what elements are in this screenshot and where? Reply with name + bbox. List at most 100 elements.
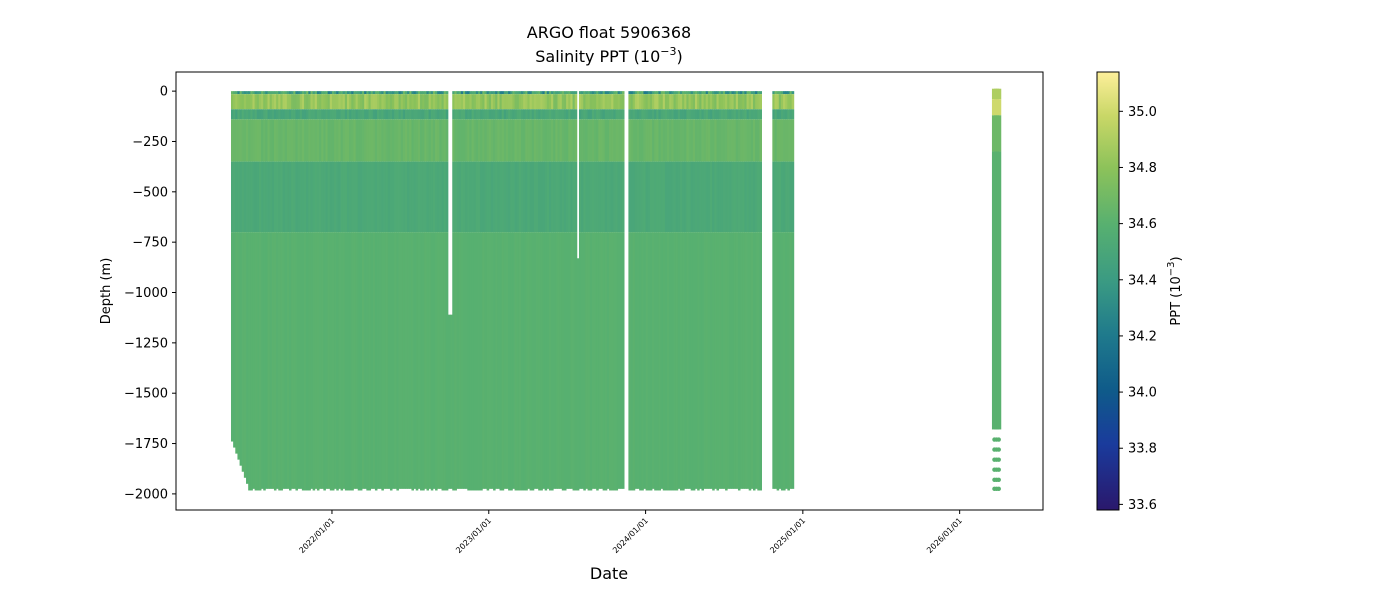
- salinity-sample: [465, 161, 468, 233]
- salinity-sample: [602, 161, 606, 233]
- salinity-sample: [342, 119, 346, 162]
- salinity-sample: [662, 94, 666, 110]
- salinity-sample: [308, 119, 311, 162]
- salinity-sample: [250, 161, 253, 233]
- profile-column: [430, 91, 434, 491]
- salinity-sample: [480, 94, 483, 110]
- salinity-sample: [432, 109, 436, 120]
- salinity-sample: [548, 91, 552, 95]
- salinity-sample: [280, 109, 283, 120]
- profile-column: [452, 91, 455, 491]
- salinity-sample: [521, 91, 524, 95]
- salinity-sample: [263, 94, 266, 110]
- salinity-sample: [230, 109, 234, 120]
- salinity-sample: [357, 109, 361, 120]
- salinity-sample: [409, 232, 412, 489]
- salinity-sample: [293, 94, 296, 110]
- salinity-sample: [785, 91, 788, 95]
- salinity-sample: [250, 94, 253, 110]
- profile-column: [690, 91, 694, 491]
- salinity-sample: [538, 232, 541, 491]
- salinity-sample: [570, 109, 573, 120]
- salinity-sample: [478, 91, 481, 95]
- salinity-sample: [675, 91, 679, 95]
- profile-column: [555, 91, 558, 489]
- salinity-sample: [381, 119, 384, 162]
- salinity-sample: [594, 94, 597, 110]
- salinity-sample: [548, 94, 552, 110]
- salinity-sample: [722, 109, 726, 120]
- salinity-sample: [445, 94, 449, 110]
- salinity-sample: [628, 232, 631, 491]
- salinity-sample: [785, 232, 788, 489]
- salinity-sample: [585, 94, 588, 110]
- salinity-sample: [727, 94, 730, 110]
- salinity-sample: [574, 232, 578, 491]
- salinity-sample: [359, 109, 363, 120]
- salinity-sample: [740, 91, 743, 95]
- y-tick-label: −750: [132, 236, 168, 251]
- salinity-sample: [359, 119, 363, 162]
- salinity-sample: [585, 119, 588, 162]
- salinity-sample: [331, 91, 335, 95]
- profile-column: [634, 91, 638, 489]
- salinity-sample: [518, 94, 522, 110]
- salinity-sample: [699, 161, 702, 233]
- profile-column: [585, 91, 588, 489]
- salinity-sample: [435, 91, 438, 95]
- salinity-sample: [329, 161, 333, 233]
- salinity-sample: [583, 119, 586, 162]
- salinity-sample: [316, 91, 320, 95]
- salinity-sample: [557, 94, 561, 110]
- salinity-sample: [454, 91, 457, 95]
- profile-column: [546, 91, 550, 489]
- salinity-sample: [263, 119, 266, 162]
- salinity-sample: [452, 94, 455, 110]
- salinity-sample: [254, 119, 258, 162]
- colorbar-tick-label: 33.8: [1128, 442, 1157, 457]
- salinity-sample: [757, 232, 760, 491]
- salinity-sample: [755, 232, 758, 489]
- salinity-sample: [293, 232, 296, 489]
- salinity-sample: [258, 94, 262, 110]
- salinity-sample: [475, 161, 479, 233]
- salinity-sample: [241, 109, 245, 120]
- salinity-sample: [647, 232, 651, 491]
- salinity-sample: [686, 109, 689, 120]
- profile-column: [521, 91, 524, 491]
- salinity-sample: [996, 115, 1002, 152]
- salinity-sample: [458, 109, 462, 120]
- salinity-sample: [776, 94, 780, 110]
- profile-column: [688, 91, 692, 489]
- salinity-sample: [233, 94, 236, 110]
- salinity-sample: [321, 232, 324, 489]
- salinity-sample: [660, 232, 664, 489]
- salinity-sample: [692, 94, 696, 110]
- salinity-sample: [591, 119, 595, 162]
- salinity-sample: [321, 91, 324, 95]
- salinity-sample: [699, 109, 702, 120]
- salinity-sample: [523, 161, 526, 233]
- salinity-sample: [394, 232, 397, 489]
- salinity-sample: [531, 109, 535, 120]
- salinity-point: [996, 457, 1001, 462]
- salinity-sample: [514, 119, 518, 162]
- salinity-sample: [510, 91, 513, 95]
- salinity-sample: [538, 161, 541, 233]
- profile-column: [776, 91, 780, 491]
- salinity-sample: [621, 109, 625, 120]
- salinity-sample: [742, 91, 745, 95]
- salinity-sample: [351, 91, 354, 95]
- salinity-sample: [561, 91, 565, 95]
- salinity-sample: [488, 94, 492, 110]
- profile-column: [304, 91, 307, 491]
- salinity-point: [996, 486, 1001, 492]
- salinity-sample: [679, 161, 683, 233]
- salinity-sample: [407, 119, 410, 162]
- salinity-sample: [271, 232, 275, 489]
- salinity-sample: [426, 119, 430, 162]
- salinity-sample: [609, 119, 612, 162]
- salinity-sample: [366, 119, 369, 162]
- salinity-sample: [353, 94, 356, 110]
- salinity-sample: [344, 232, 348, 491]
